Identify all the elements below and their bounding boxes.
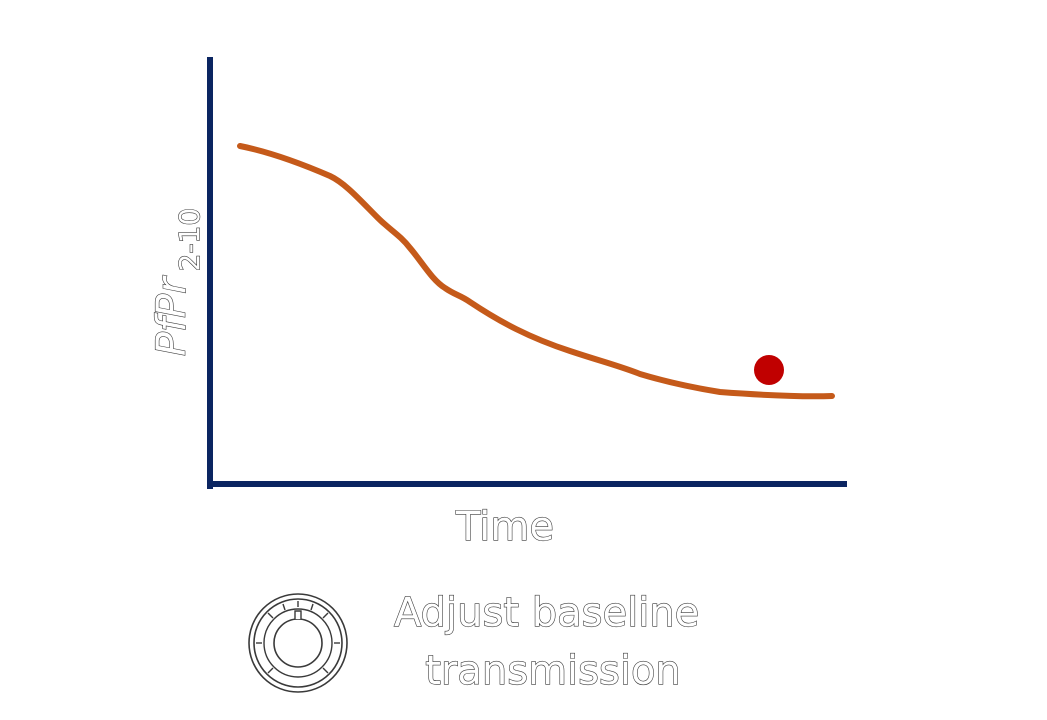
control-label-line2: transmission (425, 648, 681, 694)
dial-knob-icon (248, 593, 348, 693)
y-axis-label-main: PfPr (149, 275, 195, 356)
x-axis-label: Time (455, 504, 554, 550)
pfpr-curve (237, 143, 835, 400)
svg-text:PfPr2-10: PfPr2-10 (149, 208, 206, 356)
control-label: Adjust baseline transmission (394, 590, 712, 694)
current-value-marker (754, 355, 784, 385)
control-label-line1: Adjust baseline (394, 590, 699, 636)
chart-axes (207, 57, 847, 489)
y-axis-label-subscript: 2-10 (173, 208, 206, 272)
y-axis-label: PfPr2-10 (148, 207, 206, 357)
